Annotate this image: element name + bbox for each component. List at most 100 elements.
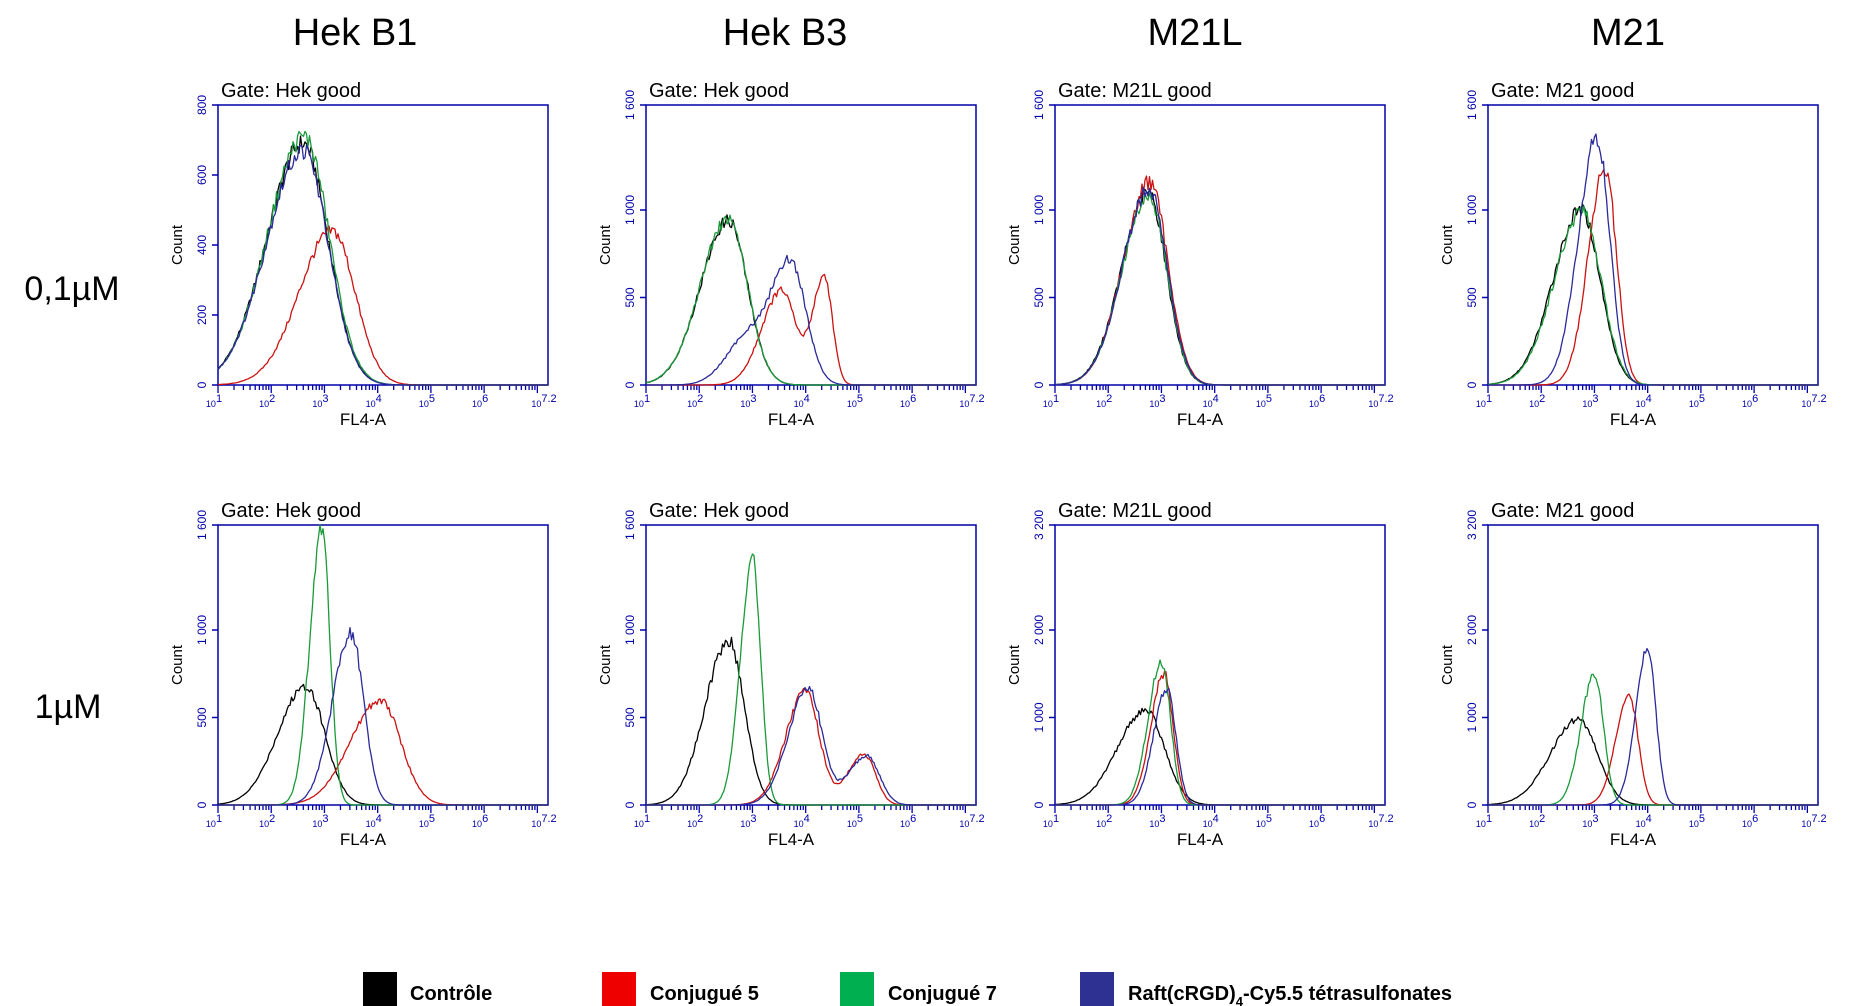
x-tick-label: 103 (1582, 813, 1598, 829)
plot-frame (1054, 524, 1386, 806)
series-line-raft (217, 144, 548, 386)
series-line-conj5 (1488, 693, 1818, 806)
series-line-conj7 (646, 553, 976, 806)
y-tick-label: 0 (1032, 381, 1046, 388)
x-tick-label: 101 (206, 813, 222, 829)
x-tick-label: 104 (366, 813, 382, 829)
column-headers: Hek B1 Hek B3 M21L M21 (293, 12, 1665, 54)
histogram-panel: Gate: Hek good Count 0 500 1 000 1 600 101 102 1… (597, 500, 985, 849)
legend-swatch-conjugue-7 (840, 972, 874, 1006)
x-tick-label: 104 (1203, 813, 1219, 829)
x-tick-label: 103 (1149, 813, 1165, 829)
series-line-conj5 (218, 698, 548, 806)
x-tick-label: 101 (1043, 813, 1059, 829)
series-line-raft (218, 627, 548, 806)
x-tick-label: 103 (312, 393, 328, 409)
x-tick-label: 103 (312, 813, 328, 829)
gate-title: Gate: M21L good (1058, 80, 1212, 102)
series-line-controle (1054, 188, 1385, 386)
y-tick-label: 1 600 (623, 90, 637, 120)
x-tick-label: 107.2 (531, 813, 556, 829)
y-tick-label: 3 200 (1032, 510, 1046, 540)
x-axis-label: FL4-A (340, 830, 387, 849)
plot-frame (217, 104, 549, 386)
legend-swatch-conjugue-5 (602, 972, 636, 1006)
series-line-raft (1055, 186, 1385, 386)
plot-frame (645, 524, 977, 806)
series-line-controle (217, 683, 548, 806)
histogram-panel: Gate: M21L good Count 0 1 000 2 000 3 200 101 1… (1006, 500, 1394, 849)
y-tick-label: 0 (195, 381, 209, 388)
plot-frame (1487, 524, 1819, 806)
x-tick-label: 103 (740, 813, 756, 829)
gate-title: Gate: M21L good (1058, 500, 1212, 522)
x-tick-label: 102 (1529, 393, 1545, 409)
x-tick-label: 102 (259, 393, 275, 409)
legend-label-raft: Raft(cRGD)4-Cy5.5 tétrasulfonates (1128, 983, 1452, 1006)
y-tick-label: 1 000 (1032, 702, 1046, 732)
series-line-conj7 (1487, 205, 1818, 386)
y-tick-label: 0 (623, 801, 637, 808)
series-line-controle (1487, 203, 1818, 386)
x-tick-label: 104 (1203, 393, 1219, 409)
y-tick-label: 1 000 (195, 615, 209, 645)
series-line-conj7 (217, 130, 548, 386)
x-tick-label: 101 (1476, 813, 1492, 829)
series-line-raft (646, 685, 976, 806)
x-axis-label: FL4-A (768, 830, 815, 849)
x-tick-label: 104 (1636, 813, 1652, 829)
histogram-panel: Gate: M21L good Count 0 500 1 000 1 600 101 102… (1006, 80, 1394, 429)
x-tick-label: 101 (1476, 393, 1492, 409)
x-tick-label: 107.2 (959, 393, 984, 409)
x-tick-label: 102 (259, 813, 275, 829)
x-tick-label: 102 (687, 813, 703, 829)
x-tick-label: 103 (740, 393, 756, 409)
x-tick-label: 107.2 (1368, 813, 1393, 829)
y-tick-label: 0 (1032, 801, 1046, 808)
x-tick-label: 103 (1149, 393, 1165, 409)
y-axis-label: Count (169, 224, 186, 265)
x-tick-label: 107.2 (1801, 393, 1826, 409)
gate-title: Gate: M21 good (1491, 500, 1634, 522)
x-tick-label: 105 (1256, 813, 1272, 829)
x-tick-label: 104 (794, 393, 810, 409)
x-axis-label: FL4-A (340, 410, 387, 429)
gate-title: Gate: Hek good (649, 500, 789, 522)
x-tick-label: 105 (419, 393, 435, 409)
x-tick-label: 101 (1043, 393, 1059, 409)
column-header-hek-b3: Hek B3 (723, 12, 848, 54)
plot-frame (1487, 104, 1819, 386)
y-axis-label: Count (597, 224, 614, 265)
series-line-conj7 (645, 214, 976, 386)
series-line-conj7 (1054, 192, 1385, 386)
y-tick-label: 500 (623, 287, 637, 307)
x-axis-label: FL4-A (768, 410, 815, 429)
y-tick-label: 1 000 (1032, 195, 1046, 225)
x-axis-label: FL4-A (1177, 410, 1224, 429)
x-axis-label: FL4-A (1177, 830, 1224, 849)
x-tick-label: 106 (472, 393, 488, 409)
x-tick-label: 106 (900, 393, 916, 409)
y-axis-label: Count (169, 644, 186, 685)
x-tick-label: 105 (1689, 393, 1705, 409)
x-tick-label: 102 (1096, 393, 1112, 409)
y-tick-label: 0 (195, 801, 209, 808)
series-line-controle (645, 214, 976, 386)
x-tick-label: 106 (472, 813, 488, 829)
x-tick-label: 102 (1096, 813, 1112, 829)
series-line-raft (1055, 688, 1385, 806)
series-line-conj5 (1055, 670, 1385, 806)
series-line-raft (1488, 647, 1818, 806)
series-line-conj5 (646, 687, 976, 806)
y-axis-label: Count (1006, 644, 1023, 685)
y-axis-label: Count (1006, 224, 1023, 265)
x-tick-label: 105 (1256, 393, 1272, 409)
legend-swatch-controle (363, 972, 397, 1006)
x-tick-label: 101 (206, 393, 222, 409)
y-axis-label: Count (1439, 644, 1456, 685)
x-tick-label: 106 (1309, 393, 1325, 409)
y-tick-label: 1 000 (623, 195, 637, 225)
x-tick-label: 105 (419, 813, 435, 829)
y-tick-label: 400 (195, 235, 209, 255)
series-line-controle (1487, 716, 1818, 806)
